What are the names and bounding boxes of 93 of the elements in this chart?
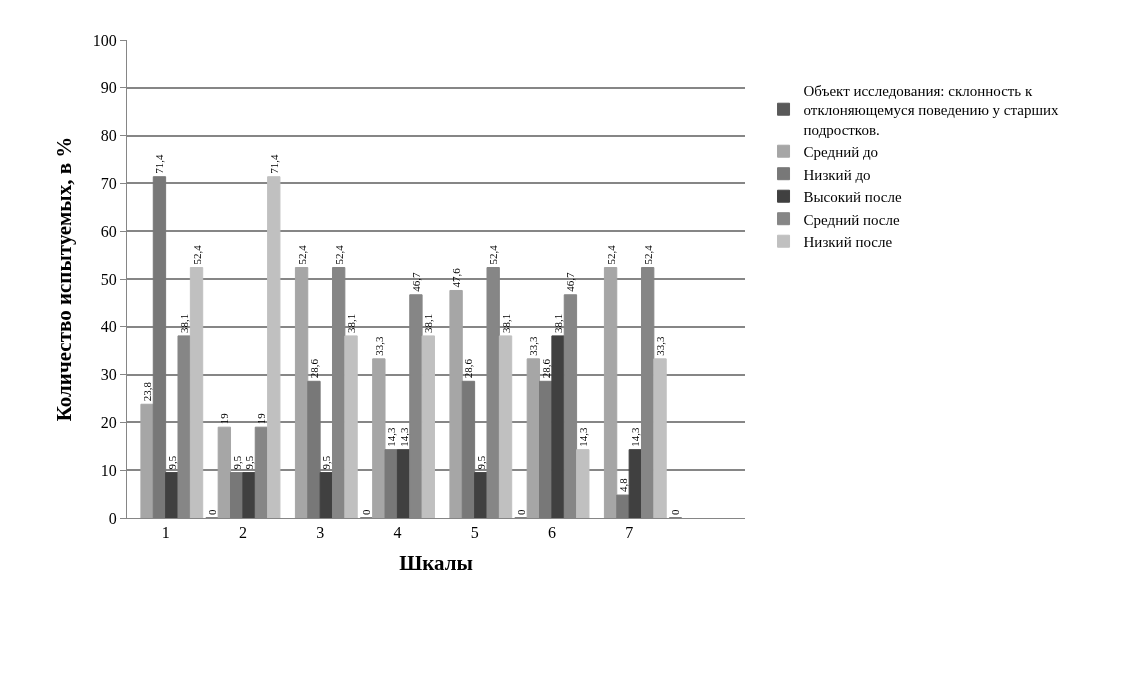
data-label: 28,6 bbox=[307, 358, 320, 379]
y-axis-title: Количество испытуемых, в % bbox=[51, 136, 76, 422]
y-tick-label: 50 bbox=[100, 270, 117, 288]
x-tick-label: 7 bbox=[625, 524, 634, 542]
y-tick-label: 80 bbox=[100, 127, 117, 145]
data-label: 38,1 bbox=[552, 313, 565, 333]
bar bbox=[217, 426, 232, 518]
bar bbox=[294, 267, 309, 518]
bar bbox=[474, 472, 488, 518]
bar bbox=[165, 472, 179, 518]
data-label: 14,3 bbox=[576, 426, 589, 447]
data-label: 0 bbox=[514, 509, 527, 515]
data-label: 9,5 bbox=[320, 455, 333, 470]
x-tick-label: 1 bbox=[161, 524, 170, 542]
data-label: 38,1 bbox=[422, 313, 435, 333]
data-label: 38,1 bbox=[178, 313, 191, 333]
bar bbox=[140, 403, 154, 518]
data-label: 46,7 bbox=[564, 272, 577, 292]
bar bbox=[242, 472, 256, 518]
bar bbox=[307, 380, 321, 518]
bar bbox=[628, 449, 642, 518]
y-tick-label: 60 bbox=[100, 222, 117, 240]
data-label: 9,5 bbox=[230, 455, 243, 470]
bar bbox=[230, 472, 244, 518]
data-label: 33,3 bbox=[372, 336, 385, 356]
y-tick-label: 0 bbox=[108, 509, 117, 527]
data-label: 14,3 bbox=[629, 426, 642, 447]
bar bbox=[498, 335, 513, 518]
data-label: 9,5 bbox=[474, 455, 487, 470]
bar bbox=[603, 267, 618, 518]
bar bbox=[526, 358, 541, 518]
data-label: 28,6 bbox=[462, 358, 475, 379]
x-tick-label: 4 bbox=[393, 524, 402, 542]
data-label: 0 bbox=[669, 509, 682, 515]
data-label: 52,4 bbox=[487, 244, 500, 265]
y-tick-label: 90 bbox=[100, 79, 117, 97]
data-label: 46,7 bbox=[409, 272, 422, 292]
data-label: 52,4 bbox=[332, 244, 345, 265]
data-label: 23,8 bbox=[141, 381, 154, 402]
bar bbox=[449, 289, 463, 518]
bar bbox=[152, 176, 167, 518]
legend-label: Средний до bbox=[803, 144, 879, 161]
data-label: 0 bbox=[205, 509, 218, 515]
y-tick-label: 30 bbox=[100, 366, 117, 384]
data-label: 9,5 bbox=[243, 455, 256, 470]
data-label: 0 bbox=[360, 509, 373, 515]
x-tick-label: 3 bbox=[316, 524, 325, 542]
data-label: 52,4 bbox=[641, 244, 654, 265]
legend-label: Средний после bbox=[803, 211, 901, 228]
data-label: 71,4 bbox=[267, 153, 280, 174]
bar bbox=[653, 358, 667, 518]
data-label: 14,3 bbox=[397, 426, 410, 447]
bar bbox=[461, 380, 476, 518]
bar bbox=[616, 494, 630, 518]
x-tick-label: 5 bbox=[470, 524, 479, 542]
legend-label: Низкий после bbox=[803, 234, 893, 251]
data-label: 47,6 bbox=[450, 267, 463, 288]
y-tick-label: 20 bbox=[100, 414, 117, 431]
bar bbox=[396, 449, 411, 518]
data-label: 52,4 bbox=[604, 244, 617, 265]
data-label: 33,3 bbox=[527, 336, 540, 356]
bar bbox=[576, 449, 590, 518]
y-tick-label: 10 bbox=[100, 461, 117, 479]
data-label: 52,4 bbox=[295, 244, 308, 265]
x-tick-label: 6 bbox=[547, 524, 556, 542]
bar bbox=[551, 335, 565, 518]
legend-label: Низкий до bbox=[803, 166, 871, 183]
data-label: 9,5 bbox=[165, 455, 178, 470]
y-tick-label: 100 bbox=[92, 31, 117, 49]
data-label: 4,8 bbox=[616, 477, 629, 493]
data-label: 52,4 bbox=[190, 244, 203, 265]
legend-label: Высокий после bbox=[803, 189, 902, 206]
data-label: 28,6 bbox=[539, 358, 552, 379]
data-label: 19 bbox=[255, 412, 268, 425]
bar bbox=[421, 335, 435, 518]
bar bbox=[344, 335, 358, 518]
bar bbox=[319, 472, 333, 518]
x-axis-title: Шкалы bbox=[399, 551, 473, 576]
legend-label: Объект исследования: склонность к отклоняющемуся поведению у старших подростков. bbox=[803, 82, 1059, 138]
bar bbox=[372, 358, 386, 518]
bar bbox=[384, 449, 398, 518]
bar bbox=[539, 380, 553, 518]
data-label: 14,3 bbox=[385, 426, 398, 447]
data-label: 33,3 bbox=[654, 336, 667, 356]
data-label: 71,4 bbox=[153, 153, 166, 174]
bar bbox=[189, 267, 204, 518]
data-label: 19 bbox=[218, 412, 231, 425]
y-tick-label: 40 bbox=[100, 318, 117, 336]
y-tick-label: 70 bbox=[100, 175, 117, 192]
bar bbox=[267, 176, 281, 518]
data-label: 38,1 bbox=[345, 313, 358, 333]
x-tick-label: 2 bbox=[238, 524, 247, 542]
data-label: 38,1 bbox=[499, 313, 512, 333]
